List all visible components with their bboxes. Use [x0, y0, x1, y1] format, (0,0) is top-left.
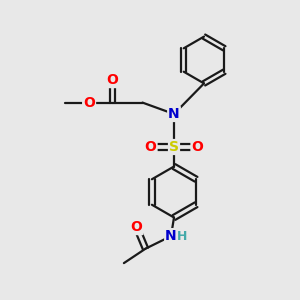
Text: S: S [169, 140, 179, 154]
Text: N: N [168, 107, 180, 121]
Text: O: O [106, 73, 119, 87]
Text: N: N [165, 229, 177, 243]
Text: O: O [130, 220, 142, 234]
Text: O: O [191, 140, 203, 154]
Text: O: O [145, 140, 157, 154]
Text: O: O [83, 96, 95, 110]
Text: H: H [177, 230, 188, 243]
